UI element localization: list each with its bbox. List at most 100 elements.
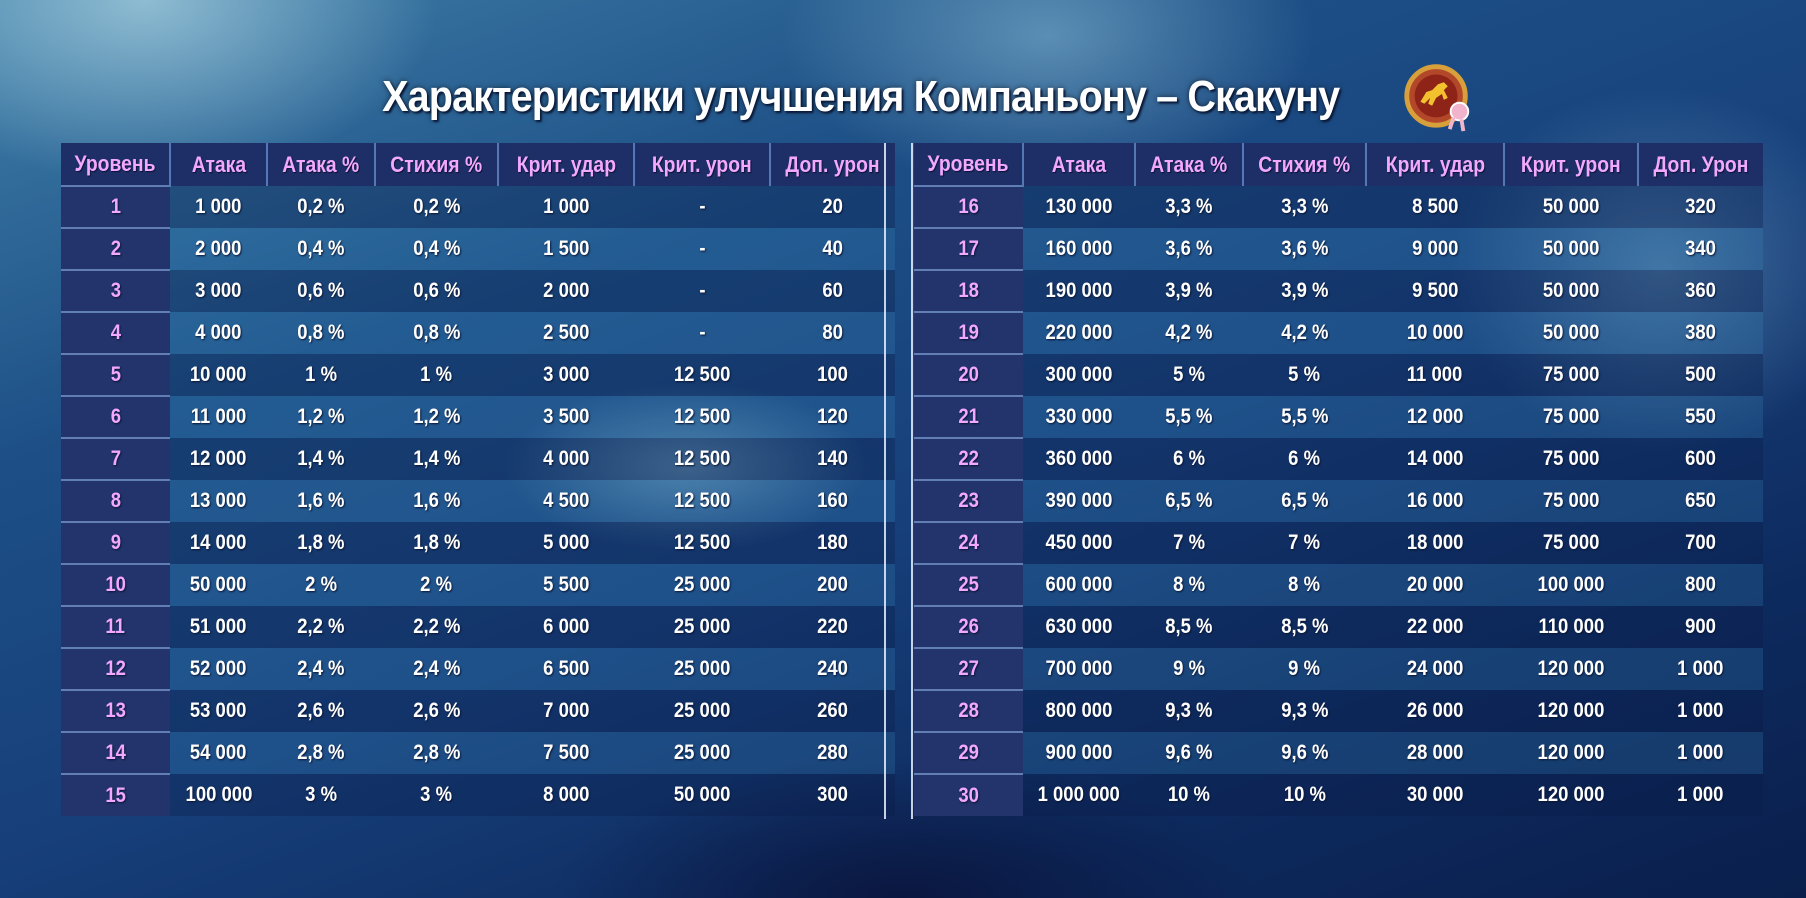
- stat-cell: 0,4 %: [375, 228, 498, 270]
- stat-cell: 110 000: [1504, 606, 1638, 648]
- stat-cell: 390 000: [1023, 480, 1135, 522]
- level-cell: 13: [61, 689, 170, 732]
- cell-value: 1 000: [1677, 657, 1724, 680]
- stat-cell: 800 000: [1023, 690, 1135, 732]
- column-header-label: Стихия %: [1258, 151, 1351, 177]
- cell-value: 26: [958, 615, 979, 638]
- table-row: 8 13 000 1,6 % 1,6 % 4 500 12 500 160: [61, 479, 895, 522]
- upgrade-table-left: Уровень Атака Атака % Стихия % Крит. удар Кри…: [61, 143, 895, 816]
- stat-cell: 1,2 %: [375, 396, 498, 438]
- column-header-label: Крит. урон: [1521, 151, 1621, 177]
- cell-value: 2 000: [542, 279, 590, 302]
- stat-cell: 800: [1638, 564, 1763, 606]
- cell-value: 5 %: [1173, 363, 1205, 386]
- cell-value: 340: [1685, 237, 1716, 260]
- stat-cell: 700 000: [1023, 648, 1135, 690]
- cell-value: 8 500: [1411, 195, 1459, 218]
- stat-cell: 75 000: [1504, 396, 1638, 438]
- cell-value: 50 000: [1542, 237, 1600, 260]
- divider-left: [884, 143, 886, 819]
- table-row: 2 2 000 0,4 % 0,4 % 1 500 - 40: [61, 227, 895, 270]
- cell-value: 5,5 %: [1280, 405, 1329, 428]
- cell-value: 11 000: [1407, 363, 1463, 386]
- stat-cell: 0,8 %: [375, 312, 498, 354]
- cell-value: 50 000: [190, 573, 247, 596]
- cell-value: 260: [817, 699, 848, 722]
- stat-cell: 50 000: [1504, 270, 1638, 312]
- column-header: Доп. урон: [770, 143, 895, 186]
- cell-value: 390 000: [1045, 489, 1113, 512]
- stat-cell: 10 000: [170, 354, 267, 396]
- level-cell: 4: [61, 311, 170, 354]
- cell-value: 28: [958, 699, 979, 722]
- table-row: 13 53 000 2,6 % 2,6 % 7 000 25 000 260: [61, 689, 895, 732]
- level-cell: 27: [914, 647, 1023, 690]
- stat-cell: 9 500: [1366, 270, 1504, 312]
- cell-value: 17: [958, 237, 979, 260]
- cell-value: 220: [817, 615, 848, 638]
- level-cell: 20: [914, 353, 1023, 396]
- stat-cell: -: [634, 270, 770, 312]
- level-cell: 26: [914, 605, 1023, 648]
- stat-cell: 10 %: [1135, 774, 1243, 816]
- cell-value: 550: [1685, 405, 1716, 428]
- column-header-label: Уровень: [927, 151, 1009, 176]
- cell-value: 1,8 %: [297, 531, 345, 554]
- cell-value: 360: [1685, 279, 1716, 302]
- cell-value: 6 %: [1173, 447, 1205, 470]
- cell-value: 3 %: [420, 783, 453, 806]
- column-header: Крит. удар: [498, 143, 635, 186]
- cell-value: 600: [1685, 447, 1716, 470]
- table-row: 14 54 000 2,8 % 2,8 % 7 500 25 000 280: [61, 731, 895, 774]
- cell-value: 9 %: [1288, 657, 1321, 680]
- cell-value: 6 500: [542, 657, 590, 680]
- stat-cell: 360: [1638, 270, 1763, 312]
- cell-value: 2,4 %: [412, 657, 461, 680]
- cell-value: 1,6 %: [297, 489, 345, 512]
- stat-cell: 0,2 %: [267, 186, 375, 228]
- stat-cell: 4,2 %: [1135, 312, 1243, 354]
- stat-cell: 1 000: [498, 186, 634, 228]
- table-row: 7 12 000 1,4 % 1,4 % 4 000 12 500 140: [61, 437, 895, 480]
- stat-cell: 25 000: [634, 690, 770, 732]
- stat-cell: 12 000: [1366, 396, 1504, 438]
- stat-cell: 2 000: [170, 228, 267, 270]
- cell-value: 3 000: [542, 363, 590, 386]
- cell-value: 630 000: [1045, 615, 1113, 638]
- cell-value: 12 500: [673, 363, 731, 386]
- stat-cell: 220 000: [1023, 312, 1135, 354]
- cell-value: 1,6 %: [412, 489, 461, 512]
- stat-cell: 7 %: [1243, 522, 1366, 564]
- column-header: Атака %: [1135, 143, 1244, 186]
- stat-cell: 26 000: [1366, 690, 1504, 732]
- cell-value: 1 000: [195, 195, 242, 218]
- stat-cell: 1,2 %: [267, 396, 375, 438]
- cell-value: 120 000: [1537, 699, 1605, 722]
- cell-value: 22 000: [1406, 615, 1464, 638]
- cell-value: 75 000: [1542, 363, 1600, 386]
- stat-cell: 75 000: [1504, 480, 1638, 522]
- stat-cell: 1 %: [375, 354, 498, 396]
- cell-value: 600 000: [1045, 573, 1113, 596]
- cell-value: 450 000: [1045, 531, 1113, 554]
- column-header: Атака: [170, 143, 268, 186]
- cell-value: 7 500: [542, 741, 590, 764]
- cell-value: 9,3 %: [1165, 699, 1213, 722]
- level-cell: 11: [61, 605, 170, 648]
- cell-value: 1 000: [1677, 783, 1724, 806]
- cell-value: 13 000: [190, 489, 247, 512]
- table-row: 17 160 000 3,6 % 3,6 % 9 000 50 000 340: [914, 227, 1763, 270]
- table-row: 21 330 000 5,5 % 5,5 % 12 000 75 000 550: [914, 395, 1763, 438]
- stat-cell: 360 000: [1023, 438, 1135, 480]
- cell-value: 900: [1685, 615, 1716, 638]
- cell-value: 16 000: [1406, 489, 1464, 512]
- table-row: 10 50 000 2 % 2 % 5 500 25 000 200: [61, 563, 895, 606]
- table-row: 27 700 000 9 % 9 % 24 000 120 000 1 000: [914, 647, 1763, 690]
- cell-value: 4 000: [542, 447, 590, 470]
- title-bar: Характеристики улучшения Компаньону – Ск…: [0, 62, 1806, 132]
- column-header: Атака %: [267, 143, 376, 186]
- cell-value: 25 000: [673, 615, 731, 638]
- cell-value: 330 000: [1045, 405, 1113, 428]
- cell-value: 3 %: [305, 783, 337, 806]
- cell-value: 700: [1685, 531, 1716, 554]
